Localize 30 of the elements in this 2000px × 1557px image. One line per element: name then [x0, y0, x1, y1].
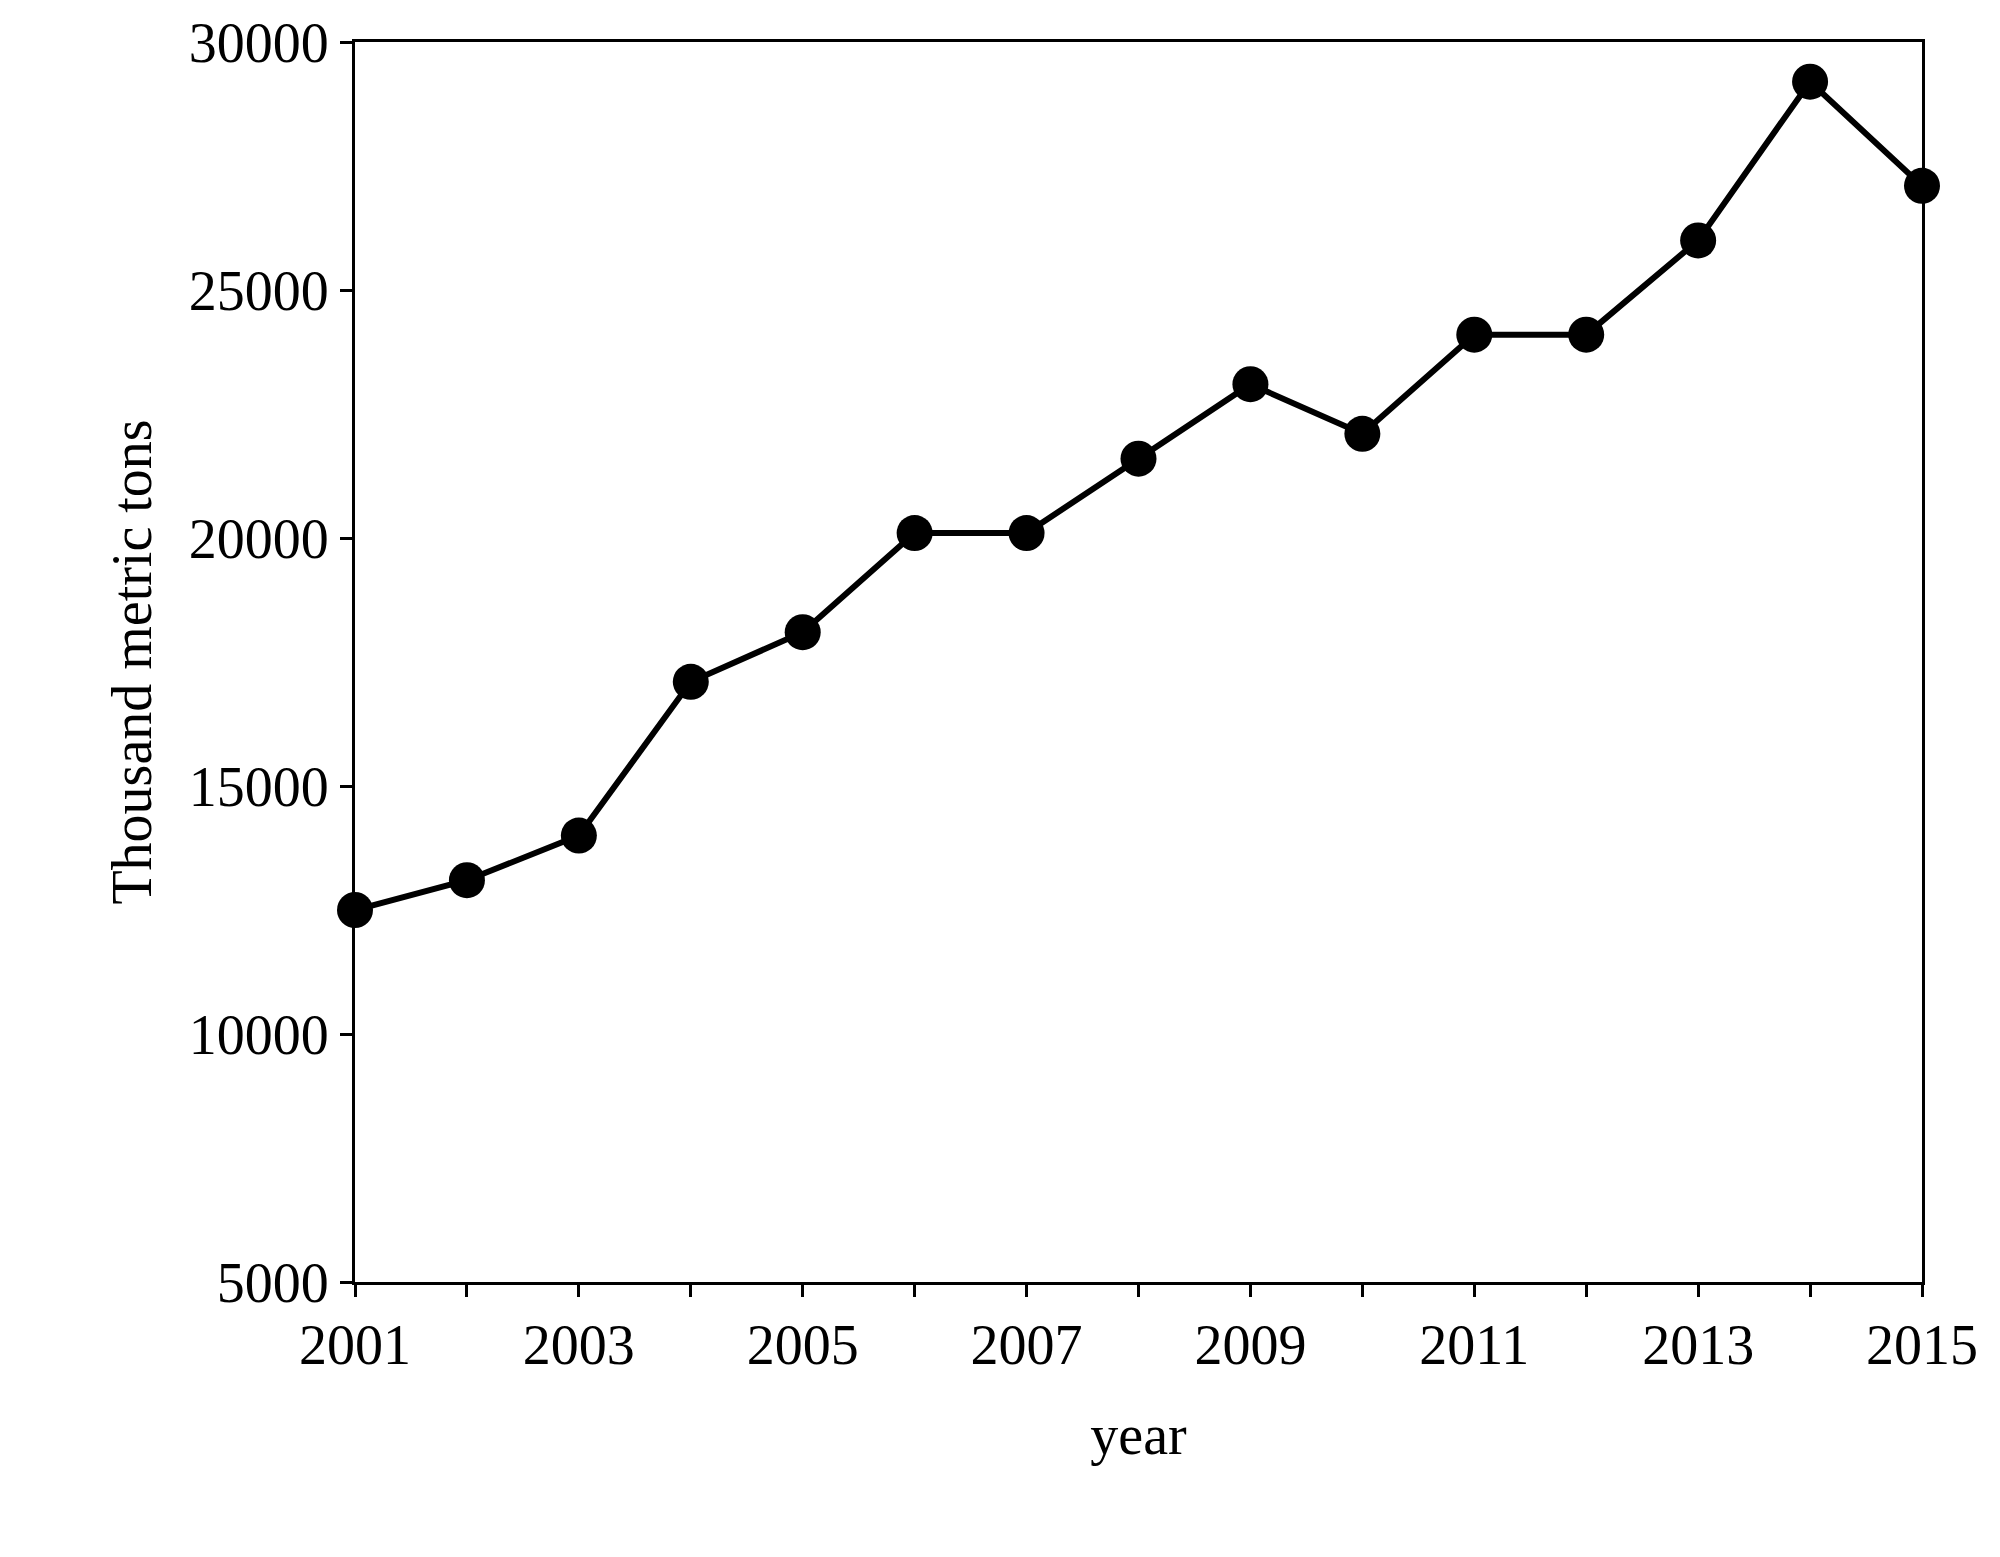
x-tick-label: 2001	[299, 1314, 411, 1377]
point	[1232, 366, 1269, 403]
x-tick-label: 2011	[1419, 1314, 1530, 1377]
x-tick-label: 2015	[1866, 1314, 1978, 1377]
point	[1120, 440, 1157, 477]
x-tick-label: 2005	[746, 1314, 859, 1377]
y-tick-label: 15000	[188, 755, 329, 818]
y-tick-label: 25000	[188, 259, 329, 322]
point	[896, 515, 933, 552]
y-tick-label: 30000	[188, 11, 329, 74]
x-tick-label: 2007	[970, 1314, 1083, 1377]
x-axis-title: year	[1090, 1403, 1188, 1466]
point	[1344, 415, 1381, 452]
point	[784, 614, 821, 651]
point	[672, 663, 709, 700]
x-tick-label: 2013	[1642, 1314, 1755, 1377]
point	[1680, 222, 1717, 259]
y-axis-title: Thousand metric tons	[100, 419, 163, 905]
point	[1008, 515, 1045, 552]
y-tick-label: 20000	[188, 507, 329, 570]
point	[337, 892, 373, 928]
x-tick-label: 2009	[1194, 1314, 1307, 1377]
y-tick-label: 10000	[188, 1003, 329, 1066]
point	[448, 862, 485, 899]
x-tick-label: 2003	[522, 1314, 635, 1377]
point	[1456, 316, 1493, 353]
point	[560, 817, 597, 854]
y-tick-label: 5000	[216, 1251, 329, 1314]
point	[1568, 316, 1605, 353]
point	[1792, 63, 1829, 100]
